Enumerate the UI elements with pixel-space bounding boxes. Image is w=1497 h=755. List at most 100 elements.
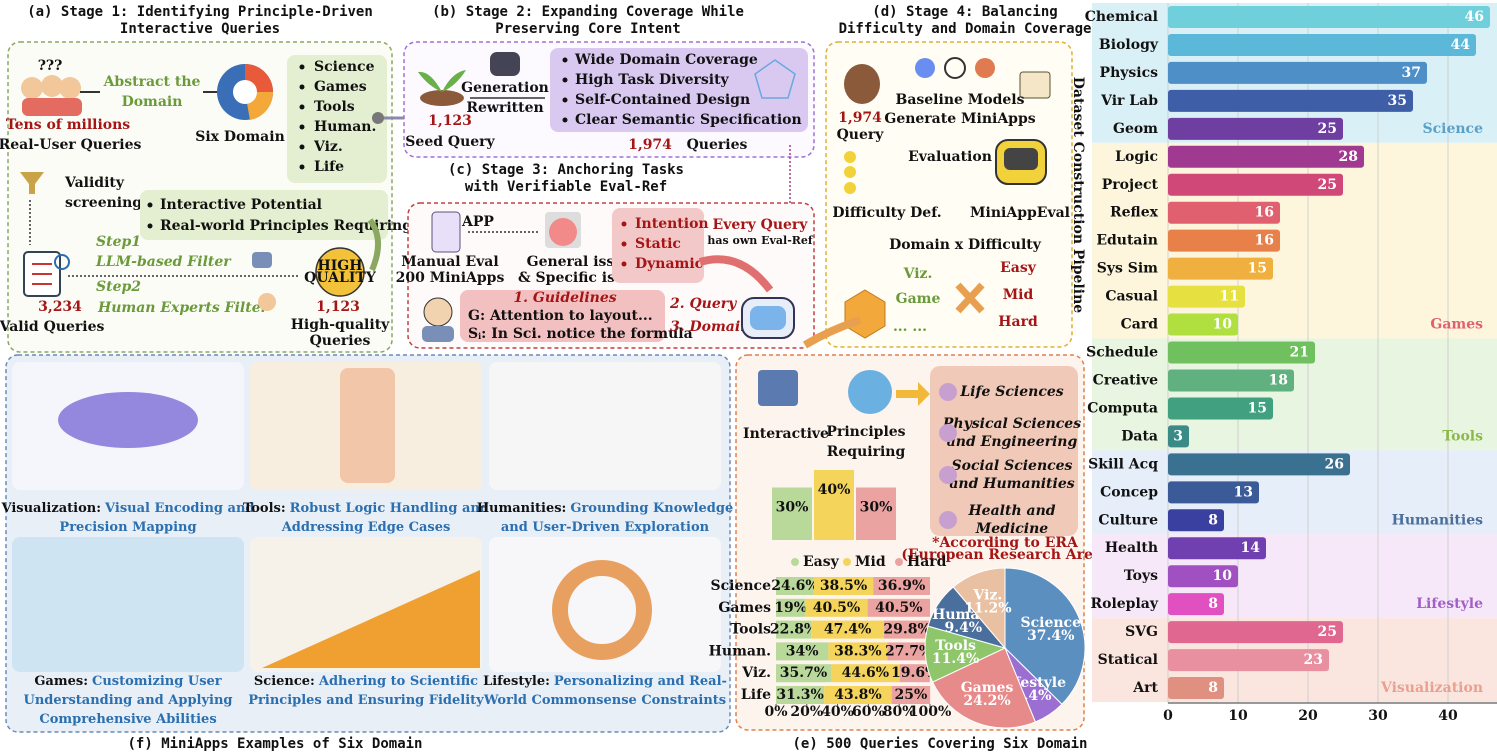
robot-icon (995, 139, 1047, 185)
badge-text: HIGH (318, 258, 363, 274)
arrow (896, 382, 930, 406)
group-label: Tools (1442, 428, 1483, 444)
robot-icon (490, 52, 520, 76)
bar (1168, 61, 1427, 84)
label: Valid Queries (0, 319, 104, 335)
bar (1168, 537, 1266, 560)
robot-icon (252, 252, 272, 268)
screenshot-art (552, 560, 652, 660)
area: and Engineering (947, 434, 1078, 450)
bar (1168, 509, 1224, 532)
side-label: Dataset Construction Pipeline (1070, 77, 1086, 314)
bullet (147, 223, 153, 229)
step-name: LLM-based Filter (95, 254, 232, 270)
value-label: 27.7% (885, 643, 932, 659)
title: (b) Stage 2: Expanding Coverage While (432, 4, 744, 20)
aspect: Intention (635, 216, 709, 232)
guideline-box (460, 290, 665, 342)
caption: Lifestyle: Personalizing and Real- World C… (483, 674, 727, 708)
title: (c) Stage 3: Anchoring Tasks (448, 162, 684, 178)
slice-label: Tools (935, 638, 976, 654)
value-label: 25% (895, 687, 928, 703)
domain: Human. (314, 119, 376, 135)
label: screening (65, 195, 142, 211)
caption-text: and User-Driven Exploration (501, 520, 710, 535)
segment (899, 664, 930, 683)
value-label: 26 (1325, 456, 1344, 472)
domain: Viz. (903, 266, 933, 282)
pie-slice (1004, 567, 1086, 705)
area: Physical Sciences (942, 416, 1081, 432)
caption-text: Adhering to Scientific (318, 674, 478, 689)
value-label: 22.8% (770, 622, 817, 638)
caption-text: Principles and Ensuring Fidelity (248, 693, 484, 708)
caption-label: Humanities: (477, 501, 567, 516)
property: High Task Diversity (575, 72, 730, 88)
x-tick-label: 20% (790, 704, 823, 720)
caption-text: Robust Logic Handling and (290, 501, 489, 516)
label: Queries (687, 137, 748, 153)
value-label: 15 (1248, 400, 1267, 416)
label: Real-User Queries (0, 137, 141, 153)
cross-icon (955, 282, 985, 314)
segment (776, 577, 814, 595)
slice-label: Games (961, 680, 1014, 696)
domain: Game (896, 291, 941, 307)
title: (a) Stage 1: Identifying Principle-Drive… (27, 4, 373, 20)
value-label: 34% (786, 643, 819, 659)
value-label: 28 (1339, 149, 1358, 165)
caption-label: Visualization: (0, 501, 101, 516)
category-label: Logic (1115, 149, 1158, 165)
count: 1,123 (316, 299, 360, 315)
title: (f) MiniApps Examples of Six Domain (127, 736, 422, 752)
bullet (621, 241, 627, 247)
count: 1,974 (838, 110, 882, 126)
bar (772, 487, 812, 540)
panel-d (825, 41, 1073, 348)
bullet (562, 117, 568, 123)
pie-slice (952, 567, 1006, 650)
value-label: 19.6% (891, 665, 938, 681)
category-label: Sys Sim (1097, 261, 1158, 277)
category-label: Toys (1124, 568, 1158, 584)
bar (1168, 33, 1476, 56)
value-label: 35 (1388, 93, 1407, 109)
property: Wide Domain Coverage (574, 52, 758, 68)
bullet (299, 64, 305, 70)
category-label: Concep (1100, 484, 1158, 500)
note: *According to ERA (932, 535, 1079, 551)
value-label: 25 (1318, 121, 1337, 137)
bar (1168, 285, 1245, 308)
screenshot (489, 362, 721, 490)
label: & Specific issue (518, 270, 642, 286)
label: Difficulty Def. (832, 205, 941, 221)
badge-text: APP (461, 214, 494, 230)
legend-swatch (791, 558, 799, 566)
issue-icon (545, 212, 581, 248)
value-label: 8 (1208, 596, 1218, 612)
bullet (562, 77, 568, 83)
slice-label: Viz. (973, 587, 1003, 603)
bar (856, 487, 896, 540)
value-label: 24.6% (771, 578, 818, 594)
label: Abstract the (103, 74, 201, 90)
caption-label: Lifestyle: (483, 674, 550, 689)
count: 1,974 (628, 137, 672, 153)
label: MiniAppEval (970, 205, 1070, 221)
category-label: Art (1132, 680, 1158, 696)
group-label: Visualization (1380, 680, 1483, 696)
label: Principles (826, 424, 905, 440)
category-label: Roleplay (1090, 596, 1158, 612)
face-icons (844, 151, 856, 194)
category-label: Skill Acq (1088, 456, 1158, 472)
x-tick-label: 40% (821, 704, 854, 720)
property-box (550, 48, 808, 132)
bullet (147, 202, 153, 208)
guideline: G: Attention to layout... (468, 308, 653, 324)
count: Tens of millions (6, 117, 130, 133)
segment (776, 598, 806, 617)
segment (873, 577, 930, 595)
pie-icon (217, 64, 274, 120)
group-label: Science (1423, 121, 1484, 137)
value-label: 38.3% (834, 643, 881, 659)
